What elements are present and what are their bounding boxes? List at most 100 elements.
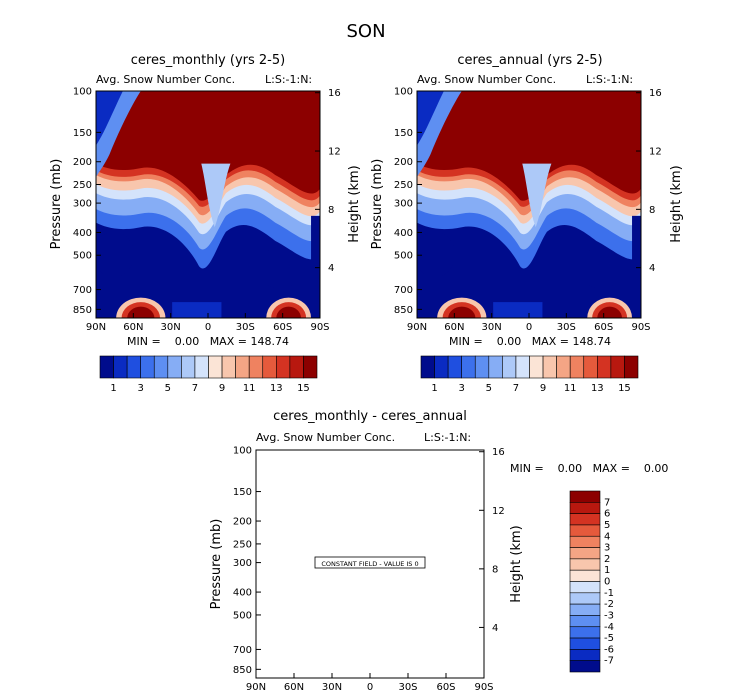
- right-axis-label: Height (km): [347, 165, 362, 242]
- y-tick-label: 400: [394, 228, 413, 239]
- min-max-stats: MIN = 0.00 MAX = 0.00: [510, 462, 668, 475]
- y-tick-label: 250: [394, 180, 413, 191]
- colorbar-swatch: [597, 355, 612, 379]
- right-axis-label: Height (km): [669, 165, 684, 242]
- colorbar-swatch: [569, 660, 601, 673]
- colorbar-swatch: [569, 592, 601, 605]
- page-title: SON: [346, 21, 385, 42]
- colorbar-label: 2: [604, 554, 610, 565]
- axes: 90N 60N 30N 0 30S 60S 90S 100 150 200 250 300 400 500…: [233, 446, 505, 694]
- x-tick-label: 30S: [398, 682, 417, 693]
- colorbar-swatch: [126, 355, 141, 379]
- surface-band: [493, 302, 543, 318]
- y-tick-label: 150: [394, 128, 413, 139]
- colorbar-swatch: [569, 490, 601, 503]
- colorbar-label: 3: [459, 383, 465, 394]
- right-edge-band: [632, 215, 641, 318]
- colorbar-swatch: [140, 355, 155, 379]
- y-tick-label: 100: [73, 87, 92, 98]
- x-tick-label: 60S: [273, 322, 292, 333]
- colorbar-label: 9: [540, 383, 546, 394]
- colorbar-label: -4: [604, 622, 614, 633]
- contour-bands: [96, 91, 320, 318]
- colorbar-label: 13: [591, 383, 604, 394]
- y-tick-label: 700: [233, 645, 252, 656]
- x-tick-label: 30N: [482, 322, 502, 333]
- colorbar-label: 6: [604, 509, 610, 520]
- colorbar-label: 7: [604, 497, 610, 508]
- colorbar-swatch: [569, 637, 601, 650]
- x-tick-label: 60N: [444, 322, 464, 333]
- surface-blob: [127, 306, 155, 318]
- colorbar-swatch: [262, 355, 277, 379]
- right-tick-label: 16: [492, 447, 505, 458]
- panel-subtitle: Avg. Snow Number Conc.: [417, 73, 556, 86]
- colorbar-swatch: [276, 355, 291, 379]
- panel-monthly: ceres_monthly (yrs 2-5) Avg. Snow Number…: [49, 53, 362, 394]
- x-tick-label: 60N: [123, 322, 143, 333]
- colorbar-swatch: [488, 355, 503, 379]
- surface-blob: [448, 306, 476, 318]
- colorbar-swatch: [569, 603, 601, 616]
- colorbar-label: 15: [297, 383, 310, 394]
- colorbar-swatch: [569, 626, 601, 639]
- axes: 90N 60N 30N 0 30S 60S 90S 100 150 200 250 300 400 500…: [73, 87, 341, 334]
- units-label: L:S:-1:N:: [424, 431, 471, 444]
- upper-left-core: [417, 91, 444, 146]
- x-tick-label: 90N: [86, 322, 106, 333]
- panel-title: ceres_annual (yrs 2-5): [457, 53, 602, 68]
- colorbar-swatch: [556, 355, 571, 379]
- contour-band: [417, 91, 641, 201]
- x-tick-label: 30S: [557, 322, 576, 333]
- colorbar-swatch: [624, 355, 639, 379]
- colorbar-swatch: [569, 355, 585, 379]
- panel-title: ceres_monthly (yrs 2-5): [131, 53, 285, 68]
- colorbar-swatch: [542, 355, 557, 379]
- right-tick-label: 8: [328, 205, 334, 216]
- colorbar-label: 1: [604, 565, 610, 576]
- y-tick-label: 300: [73, 199, 92, 210]
- colorbar-swatch: [208, 355, 223, 379]
- colorbar-swatch: [569, 615, 601, 628]
- x-tick-label: 30N: [322, 682, 342, 693]
- colorbar-swatch: [167, 355, 182, 379]
- colorbar-swatch: [569, 558, 601, 571]
- x-tick-label: 0: [526, 322, 532, 333]
- x-tick-label: 30N: [161, 322, 181, 333]
- colorbar-label: -6: [604, 644, 614, 655]
- colorbar-swatch: [289, 355, 304, 379]
- colorbar-swatch: [434, 355, 449, 379]
- y-axis-label: Pressure (mb): [370, 159, 385, 250]
- panel-annual: ceres_annual (yrs 2-5) Avg. Snow Number …: [370, 53, 684, 394]
- colorbar-label: -5: [604, 633, 614, 644]
- colorbar-swatch: [221, 355, 236, 379]
- x-tick-label: 90S: [310, 322, 329, 333]
- upper-left-core: [96, 91, 123, 146]
- x-tick-label: 90S: [474, 682, 493, 693]
- colorbar-label: 7: [513, 383, 519, 394]
- colorbar-swatch: [303, 355, 318, 379]
- colorbar-swatch: [194, 355, 209, 379]
- y-axis-label: Pressure (mb): [209, 519, 224, 610]
- y-tick-label: 100: [233, 446, 252, 457]
- colorbar: 1 3 5 7 9 11 13 15: [420, 355, 639, 394]
- colorbar-label: 5: [604, 520, 610, 531]
- colorbar-label: 3: [138, 383, 144, 394]
- left-low-lobe: [417, 231, 456, 278]
- colorbar-label: -7: [604, 656, 614, 667]
- y-axis-label: Pressure (mb): [49, 159, 64, 250]
- colorbar-swatch: [502, 355, 517, 379]
- panel-difference: ceres_monthly - ceres_annual Avg. Snow N…: [209, 409, 668, 693]
- x-tick-label: 0: [367, 682, 373, 693]
- colorbar-swatch: [99, 355, 114, 379]
- colorbar-label: 5: [486, 383, 492, 394]
- x-tick-label: 90N: [407, 322, 427, 333]
- colorbar-label: -1: [604, 588, 614, 599]
- colorbar-label: 15: [618, 383, 631, 394]
- right-low-lobe: [578, 247, 624, 289]
- colorbar-swatch: [569, 502, 601, 514]
- units-label: L:S:-1:N:: [265, 73, 312, 86]
- y-tick-label: 500: [73, 251, 92, 262]
